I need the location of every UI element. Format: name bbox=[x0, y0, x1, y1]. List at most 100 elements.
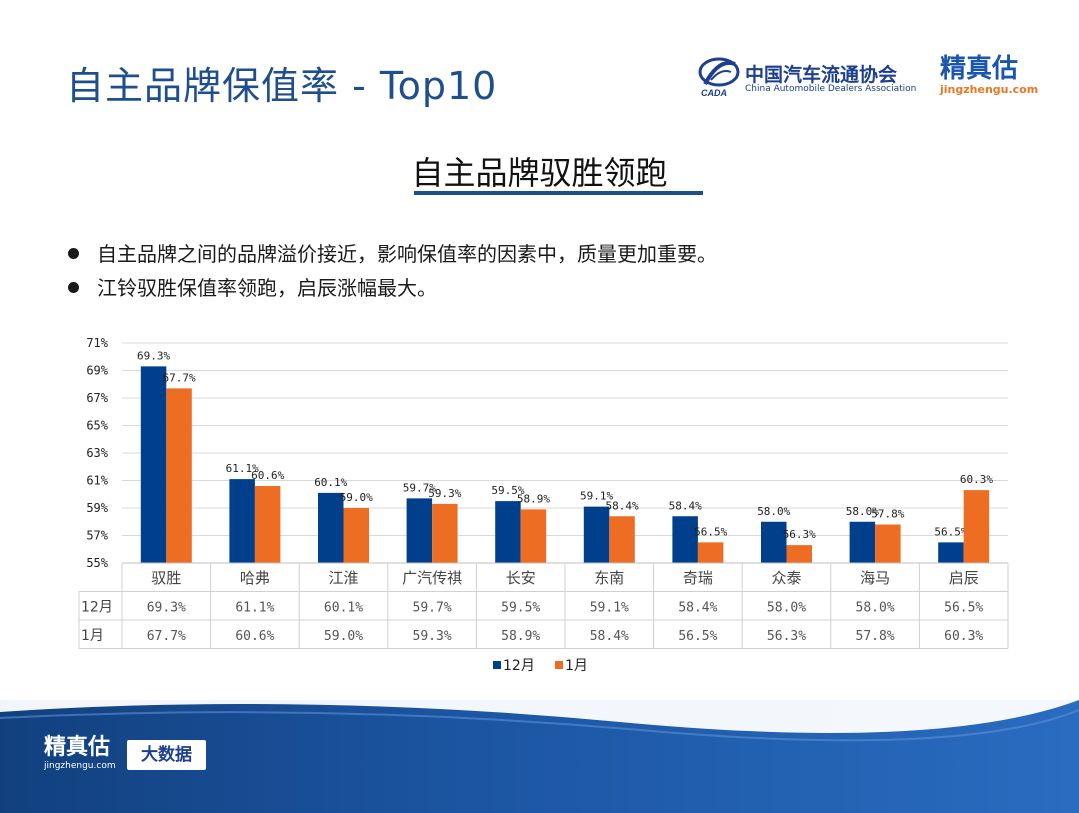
data-label: 59.3% bbox=[428, 487, 461, 500]
bullet-item: 江铃驭胜保值率领跑，启辰涨幅最大。 bbox=[68, 272, 437, 301]
cada-emblem-icon: CADA bbox=[698, 57, 740, 98]
table-cell: 59.1% bbox=[590, 601, 629, 616]
table-cell: 59.7% bbox=[413, 601, 452, 616]
bullet-dot-icon bbox=[68, 282, 79, 293]
big-data-badge: 大数据 bbox=[127, 740, 206, 770]
jzg-logo: 精真估 jingzhengu.com bbox=[940, 55, 1050, 99]
category-label: 东南 bbox=[594, 569, 624, 587]
legend-swatch bbox=[555, 661, 563, 669]
bar-jan bbox=[609, 516, 635, 563]
y-tick-label: 57% bbox=[86, 529, 108, 543]
bullet-dot-icon bbox=[68, 248, 79, 259]
data-label: 58.0% bbox=[757, 505, 790, 518]
data-label: 58.4% bbox=[605, 499, 638, 512]
data-label: 60.3% bbox=[960, 473, 993, 486]
data-label: 58.9% bbox=[517, 492, 550, 505]
bar-dec bbox=[406, 498, 433, 563]
bar-dec bbox=[495, 501, 521, 563]
table-cell: 60.3% bbox=[944, 629, 983, 644]
cada-english-name: China Automobile Dealers Association bbox=[745, 84, 917, 94]
bar-dec bbox=[849, 521, 876, 563]
footer-url: jingzhengu.com bbox=[44, 761, 116, 771]
table-cell: 60.6% bbox=[235, 629, 274, 644]
bar-jan bbox=[343, 508, 369, 563]
bullet-text: 自主品牌之间的品牌溢价接近，影响保值率的因素中，质量更加重要。 bbox=[97, 242, 717, 266]
data-label: 59.0% bbox=[340, 491, 373, 504]
y-tick-label: 69% bbox=[86, 364, 108, 378]
legend-swatch bbox=[493, 661, 501, 669]
headline: 自主品牌驭胜领跑 bbox=[411, 154, 668, 192]
table-cell: 58.9% bbox=[501, 629, 540, 644]
data-label: 56.5% bbox=[934, 525, 967, 538]
y-tick-label: 65% bbox=[86, 419, 108, 433]
category-label: 启辰 bbox=[949, 569, 979, 587]
data-label: 67.7% bbox=[162, 371, 195, 384]
bar-jan bbox=[875, 524, 901, 563]
bar-dec bbox=[583, 506, 610, 563]
bullet-item: 自主品牌之间的品牌溢价接近，影响保值率的因素中，质量更加重要。 bbox=[68, 238, 717, 267]
bar-jan bbox=[520, 509, 547, 563]
y-tick-label: 67% bbox=[86, 391, 108, 405]
table-cell: 58.4% bbox=[678, 601, 717, 616]
table-cell: 59.5% bbox=[501, 601, 540, 616]
footer-wave-decoration bbox=[0, 700, 1079, 742]
bar-chart: 55%57%59%61%63%65%67%69%71%69.3%61.1%60.… bbox=[78, 336, 1009, 674]
bar-dec bbox=[672, 516, 698, 563]
data-label: 59.7% bbox=[403, 481, 436, 494]
data-label: 59.5% bbox=[491, 484, 524, 497]
y-tick-label: 71% bbox=[86, 336, 108, 350]
table-cell: 56.5% bbox=[944, 601, 983, 616]
category-label: 长安 bbox=[506, 569, 536, 587]
table-cell: 58.0% bbox=[856, 601, 895, 616]
table-cell: 61.1% bbox=[235, 601, 274, 616]
data-label: 56.3% bbox=[783, 528, 816, 541]
category-label: 哈弗 bbox=[240, 569, 270, 587]
footer-banner: 精真估 jingzhengu.com 大数据 bbox=[0, 700, 1079, 813]
footer-brand-name: 精真估 bbox=[44, 735, 111, 760]
category-label: 驭胜 bbox=[151, 569, 181, 587]
legend-label: 12月 bbox=[503, 658, 535, 674]
category-label: 众泰 bbox=[771, 569, 801, 587]
y-tick-label: 61% bbox=[86, 474, 108, 488]
table-row-header: 1月 bbox=[81, 628, 104, 644]
data-label: 61.1% bbox=[226, 462, 259, 475]
jzg-brand-name: 精真估 bbox=[940, 54, 1019, 84]
y-tick-label: 59% bbox=[86, 501, 108, 515]
data-label: 60.6% bbox=[251, 469, 284, 482]
table-cell: 57.8% bbox=[856, 629, 895, 644]
table-cell: 58.4% bbox=[590, 629, 629, 644]
svg-text:CADA: CADA bbox=[701, 88, 727, 98]
cada-logo: CADA 中国汽车流通协会 China Automobile Dealers A… bbox=[697, 52, 916, 100]
table-row-header: 12月 bbox=[81, 600, 113, 616]
table-cell: 56.3% bbox=[767, 629, 806, 644]
bar-dec bbox=[761, 521, 787, 563]
category-label: 广汽传祺 bbox=[402, 569, 462, 587]
table-cell: 59.3% bbox=[413, 629, 452, 644]
data-label: 56.5% bbox=[694, 525, 727, 538]
bar-jan bbox=[786, 545, 812, 563]
jzg-url: jingzhengu.com bbox=[940, 83, 1039, 96]
table-cell: 56.5% bbox=[678, 629, 717, 644]
data-label: 69.3% bbox=[137, 349, 170, 362]
cada-name: 中国汽车流通协会 bbox=[745, 64, 898, 86]
y-tick-label: 55% bbox=[86, 556, 108, 570]
category-label: 奇瑞 bbox=[683, 569, 713, 587]
bar-dec bbox=[140, 366, 167, 563]
headline-underline bbox=[414, 191, 703, 195]
data-label: 57.8% bbox=[871, 508, 904, 521]
data-label: 58.0% bbox=[846, 505, 879, 518]
y-tick-label: 63% bbox=[86, 446, 108, 460]
table-cell: 67.7% bbox=[147, 629, 186, 644]
bar-jan bbox=[697, 542, 724, 563]
footer-logo: 精真估 jingzhengu.com bbox=[44, 736, 116, 772]
bar-jan bbox=[254, 486, 281, 563]
category-label: 江淮 bbox=[328, 569, 358, 587]
bar-dec bbox=[938, 542, 964, 563]
data-label: 59.1% bbox=[580, 490, 613, 503]
bar-dec bbox=[318, 492, 344, 563]
bar-jan bbox=[432, 503, 458, 563]
legend-label: 1月 bbox=[565, 658, 588, 674]
table-cell: 69.3% bbox=[147, 601, 186, 616]
slide-title: 自主品牌保值率 - Top10 bbox=[66, 64, 498, 108]
bullet-text: 江铃驭胜保值率领跑，启辰涨幅最大。 bbox=[97, 276, 437, 300]
